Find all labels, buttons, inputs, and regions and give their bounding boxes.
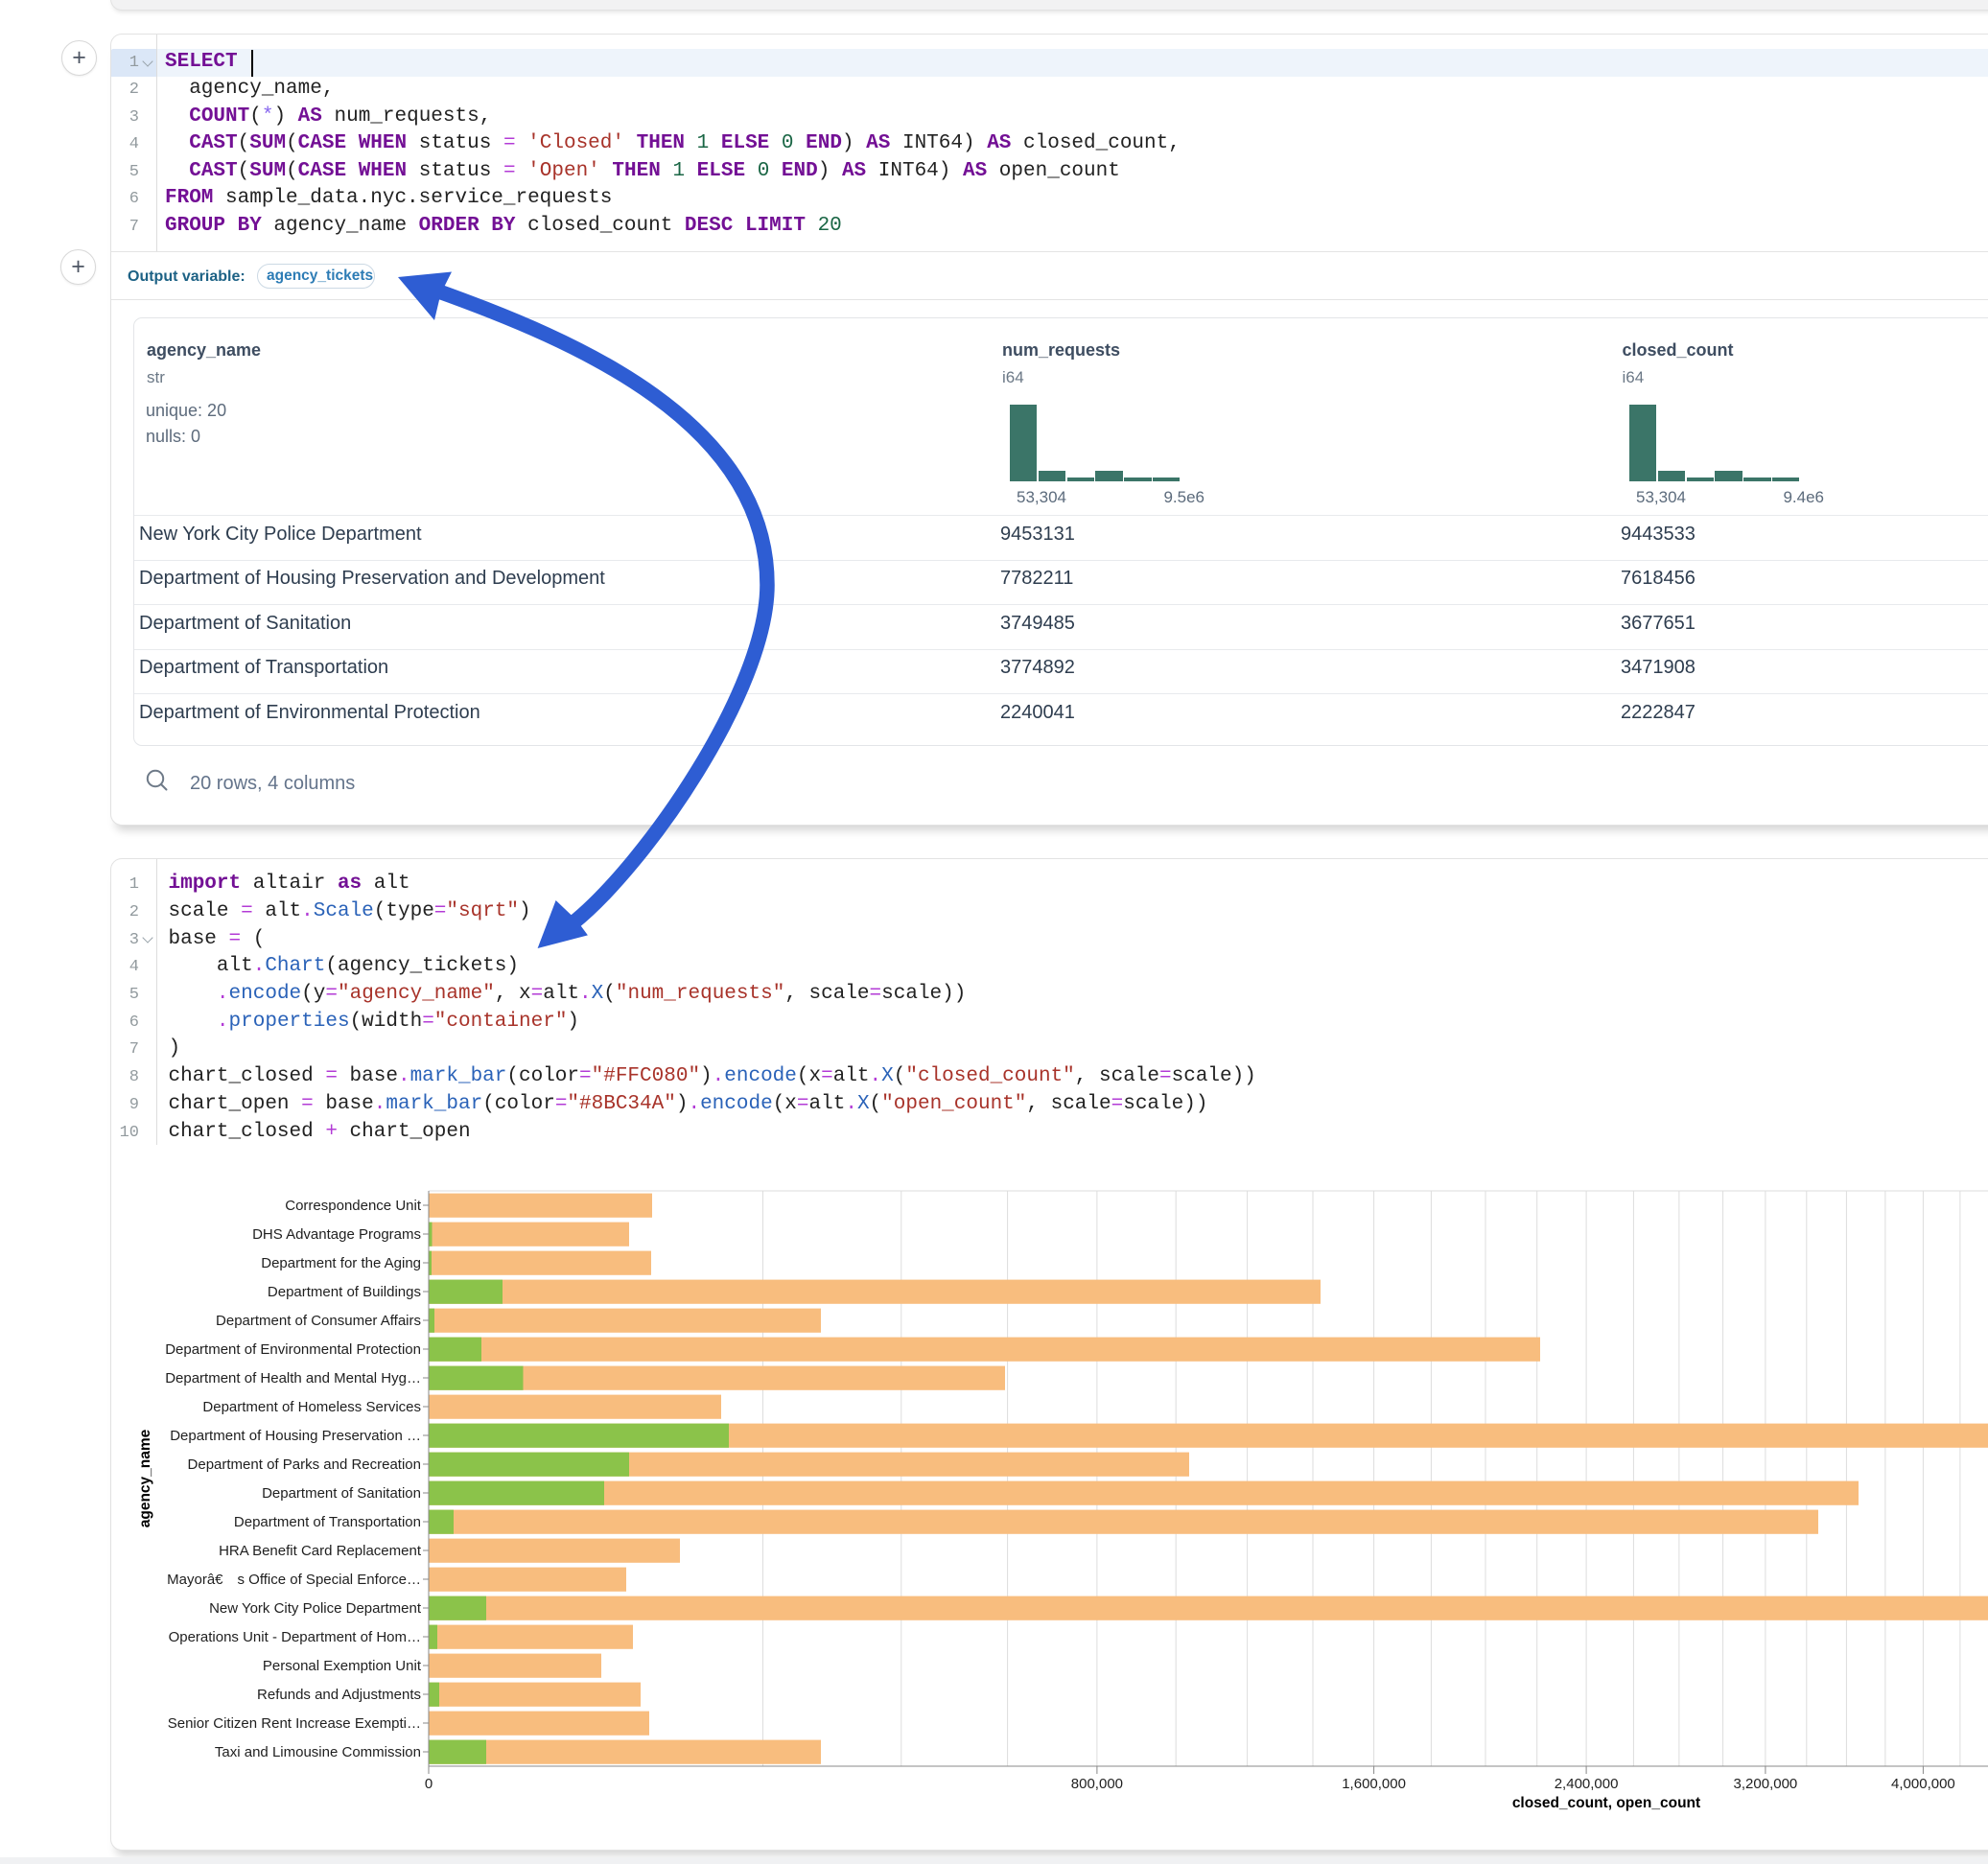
svg-text:Department of Transportation: Department of Transportation <box>234 1514 421 1530</box>
svg-text:agency_name: agency_name <box>137 1429 153 1527</box>
svg-text:Department of Sanitation: Department of Sanitation <box>262 1485 421 1502</box>
svg-text:Department of Consumer Affairs: Department of Consumer Affairs <box>216 1313 421 1329</box>
svg-text:2,400,000: 2,400,000 <box>1555 1776 1619 1792</box>
svg-text:Department of Housing Preserva: Department of Housing Preservation … <box>170 1428 421 1444</box>
svg-text:Department of Environmental Pr: Department of Environmental Protection <box>165 1341 421 1358</box>
svg-text:Department of Homeless Service: Department of Homeless Services <box>202 1399 421 1415</box>
svg-text:Department for the Aging: Department for the Aging <box>261 1255 421 1271</box>
svg-text:0: 0 <box>425 1776 433 1792</box>
svg-text:4,000,000: 4,000,000 <box>1891 1776 1955 1792</box>
svg-text:3,200,000: 3,200,000 <box>1734 1776 1798 1792</box>
svg-text:Refunds and Adjustments: Refunds and Adjustments <box>257 1687 421 1703</box>
svg-text:Correspondence Unit: Correspondence Unit <box>285 1198 422 1214</box>
svg-text:DHS Advantage Programs: DHS Advantage Programs <box>252 1226 421 1243</box>
svg-text:Taxi and Limousine Commission: Taxi and Limousine Commission <box>215 1744 421 1760</box>
svg-text:Department of Parks and Recrea: Department of Parks and Recreation <box>188 1456 421 1473</box>
svg-text:Department of Health and Menta: Department of Health and Mental Hyg… <box>165 1370 421 1386</box>
svg-text:Operations Unit - Department o: Operations Unit - Department of Hom… <box>169 1629 421 1645</box>
svg-text:Personal Exemption Unit: Personal Exemption Unit <box>263 1658 422 1674</box>
svg-text:Mayorâ€ s Office of Special E: Mayorâ€ s Office of Special Enforce… <box>167 1572 421 1588</box>
svg-text:1,600,000: 1,600,000 <box>1342 1776 1406 1792</box>
svg-text:HRA Benefit Card Replacement: HRA Benefit Card Replacement <box>219 1543 422 1559</box>
svg-text:Department of Buildings: Department of Buildings <box>268 1284 421 1300</box>
svg-text:closed_count, open_count: closed_count, open_count <box>1512 1795 1700 1811</box>
svg-text:800,000: 800,000 <box>1071 1776 1123 1792</box>
svg-text:New York City Police Departmen: New York City Police Department <box>209 1600 422 1617</box>
svg-text:Senior Citizen Rent Increase E: Senior Citizen Rent Increase Exempti… <box>168 1715 421 1732</box>
